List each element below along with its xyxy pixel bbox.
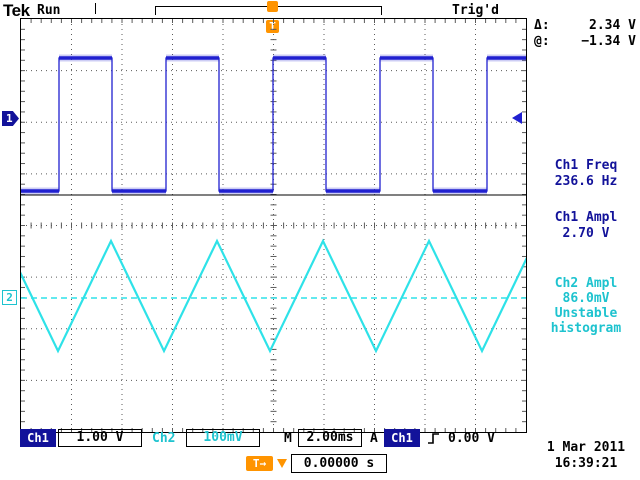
measurement-label: Ch1 Freq [554, 158, 618, 173]
measurement-ch1-ampl: Ch1 Ampl 2.70 V [534, 210, 638, 242]
cursor-delta-label: Δ: [534, 18, 550, 33]
timebase-scale-readout: 2.00ms [298, 429, 362, 447]
trigger-mode-label: A [370, 431, 378, 446]
trigger-position-marker-icon [267, 1, 278, 12]
ch1-ground-marker-icon: 1 [2, 111, 19, 126]
measurement-note: Unstable [554, 306, 618, 321]
graticule [20, 18, 527, 433]
measurement-value: 86.0mV [562, 291, 610, 306]
measurement-value: 236.6 Hz [554, 174, 618, 189]
measurement-label: Ch2 Ampl [554, 276, 618, 291]
time-text: 16:39:21 [554, 456, 618, 471]
trigger-level-arrow-icon [512, 112, 522, 124]
date-text: 1 Mar 2011 [546, 440, 626, 455]
cursor-delta-row: Δ: 2.34 V [534, 18, 636, 34]
acquisition-status: Run [37, 3, 61, 18]
rising-slope-icon [428, 433, 439, 444]
measurement-ch2-ampl: Ch2 Ampl 86.0mV Unstable histogram [534, 276, 638, 336]
trigger-status: Trig'd [452, 3, 499, 18]
ch1-scale-readout: 1.00 V [58, 429, 142, 447]
datetime: 1 Mar 2011 16:39:21 [534, 440, 638, 472]
trigger-level-readout: 0.00 V [448, 431, 495, 446]
trigger-source-box: Ch1 [384, 429, 420, 447]
trigger-time-value: 0.00000 s [291, 454, 387, 473]
cursor-delta-value: 2.34 V [589, 18, 636, 33]
cursor-at-row: @: −1.34 V [534, 34, 636, 50]
trigger-time-flag-icon: T→ [246, 456, 273, 471]
waveform-display [21, 19, 526, 432]
cursor-readout: Δ: 2.34 V @: −1.34 V [534, 18, 636, 50]
measurement-value: 2.70 V [562, 226, 610, 241]
ch2-ground-marker-icon: 2 [2, 290, 17, 305]
ch1-label-box: Ch1 [20, 429, 56, 447]
timebase-label: M [284, 431, 292, 446]
ch2-label: Ch2 [152, 431, 176, 446]
measurement-note: histogram [550, 321, 622, 336]
ch2-scale-readout: 100mV [186, 429, 260, 447]
trigger-time-arrow-icon [277, 459, 287, 468]
cursor-at-value: −1.34 V [581, 34, 636, 49]
measurement-ch1-freq: Ch1 Freq 236.6 Hz [534, 158, 638, 190]
brand-logo: Tek [3, 1, 30, 20]
cursor-at-label: @: [534, 34, 550, 49]
record-start-tick [95, 3, 96, 14]
measurement-label: Ch1 Ampl [554, 210, 618, 225]
